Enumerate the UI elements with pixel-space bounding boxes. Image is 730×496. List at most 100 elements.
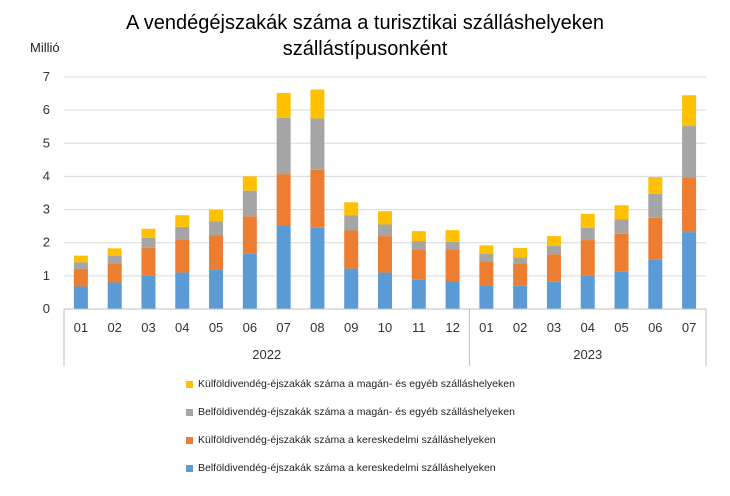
bar-segment-series-2 xyxy=(209,235,224,270)
bar-segment-series-3 xyxy=(276,117,291,175)
y-tick-label: 5 xyxy=(43,135,50,150)
bar-segment-series-1 xyxy=(513,285,528,309)
bar-segment-series-1 xyxy=(107,282,122,309)
x-tick-label: 12 xyxy=(445,320,459,335)
bar-segment-series-1 xyxy=(648,259,663,309)
bar-segment-series-3 xyxy=(445,241,460,251)
bar-segment-series-2 xyxy=(107,263,122,283)
bar-segment-series-4 xyxy=(580,213,595,228)
y-tick-label: 0 xyxy=(43,301,50,316)
y-tick-label: 3 xyxy=(43,202,50,217)
bar-segment-series-4 xyxy=(378,211,392,225)
legend-item: Külföldivendég-éjszakák száma a keresked… xyxy=(186,432,686,448)
x-tick-label: 05 xyxy=(614,320,628,335)
legend-label: Külföldivendég-éjszakák száma a magán- é… xyxy=(198,378,515,390)
bar-segment-series-4 xyxy=(546,236,561,247)
bar-segment-series-3 xyxy=(546,246,561,255)
legend-swatch xyxy=(186,408,193,416)
bar-segment-series-3 xyxy=(682,126,697,178)
legend-swatch xyxy=(186,380,193,388)
x-tick-label: 03 xyxy=(141,320,155,335)
bar-segment-series-1 xyxy=(310,227,325,309)
x-tick-label: 06 xyxy=(243,320,257,335)
bar-segment-series-3 xyxy=(310,118,325,170)
bar-segment-series-3 xyxy=(479,253,494,262)
bar-segment-series-2 xyxy=(411,249,426,280)
bar-segment-series-2 xyxy=(479,261,494,286)
bar-segment-series-2 xyxy=(445,250,460,282)
x-tick-label: 03 xyxy=(547,320,561,335)
x-group-label: 2022 xyxy=(252,347,281,362)
bar-segment-series-3 xyxy=(175,226,190,240)
x-tick-label: 07 xyxy=(682,320,696,335)
bar-segment-series-2 xyxy=(242,216,257,254)
y-tick-label: 6 xyxy=(43,102,50,117)
legend-item: Belföldivendég-éjszakák száma a magán- é… xyxy=(186,404,686,420)
y-axis-unit-label: Millió xyxy=(30,40,60,55)
bar-segment-series-3 xyxy=(242,190,257,217)
bar-segment-series-1 xyxy=(73,286,88,309)
bar-segment-series-3 xyxy=(513,257,528,264)
legend-swatch xyxy=(186,464,193,472)
bar-segment-series-3 xyxy=(378,224,392,237)
x-tick-label: 02 xyxy=(513,320,527,335)
bar-segment-series-1 xyxy=(344,268,359,309)
bar-segment-series-1 xyxy=(209,269,224,309)
x-tick-label: 01 xyxy=(479,320,493,335)
x-tick-label: 09 xyxy=(344,320,358,335)
x-tick-label: 10 xyxy=(378,320,392,335)
bar-segment-series-2 xyxy=(378,236,392,273)
bar-segment-series-2 xyxy=(614,233,629,272)
bar-segment-series-1 xyxy=(682,232,697,309)
y-tick-label: 1 xyxy=(43,268,50,283)
bar-segment-series-3 xyxy=(73,262,88,269)
bar-segment-series-4 xyxy=(445,230,460,242)
bar-segment-series-1 xyxy=(141,275,156,309)
x-tick-label: 04 xyxy=(581,320,595,335)
bar-segment-series-4 xyxy=(344,202,359,216)
bar-segment-series-3 xyxy=(648,193,663,218)
x-tick-label: 08 xyxy=(310,320,324,335)
bar-segment-series-1 xyxy=(614,271,629,309)
x-tick-label: 06 xyxy=(648,320,662,335)
bar-segment-series-2 xyxy=(175,239,190,273)
bar-segment-series-1 xyxy=(276,225,291,309)
bar-segment-series-3 xyxy=(580,227,595,241)
bar-segment-series-3 xyxy=(344,215,359,231)
bar-segment-series-1 xyxy=(175,272,190,309)
bar-segment-series-3 xyxy=(107,255,122,264)
y-tick-label: 2 xyxy=(43,235,50,250)
x-tick-label: 07 xyxy=(276,320,290,335)
chart-title-line-1: A vendégéjszakák száma a turisztikai szá… xyxy=(125,12,605,34)
bar-segment-series-4 xyxy=(107,248,122,256)
bar-segment-series-1 xyxy=(479,285,494,309)
bar-segment-series-1 xyxy=(242,253,257,309)
bar-segment-series-2 xyxy=(310,169,325,228)
bar-segment-series-1 xyxy=(445,281,460,309)
bar-segment-series-4 xyxy=(614,205,629,220)
legend-label: Külföldivendég-éjszakák száma a keresked… xyxy=(198,434,496,446)
x-tick-label: 04 xyxy=(175,320,189,335)
bar-segment-series-3 xyxy=(614,219,629,234)
bar-segment-series-4 xyxy=(209,209,224,222)
x-tick-label: 01 xyxy=(74,320,88,335)
bar-segment-series-4 xyxy=(411,231,426,242)
bar-segment-series-2 xyxy=(344,230,359,269)
legend-swatch xyxy=(186,436,193,444)
y-tick-label: 7 xyxy=(43,69,50,84)
bar-segment-series-1 xyxy=(378,272,392,309)
bar-segment-series-1 xyxy=(580,275,595,309)
bar-segment-series-4 xyxy=(141,228,156,238)
bar-segment-series-3 xyxy=(209,221,224,236)
legend-label: Belföldivendég-éjszakák száma a keresked… xyxy=(198,462,496,474)
bar-segment-series-1 xyxy=(546,281,561,309)
chart-title-line-2: szállástípusonként xyxy=(282,38,448,60)
bar-segment-series-4 xyxy=(310,89,325,119)
bar-segment-series-2 xyxy=(513,263,528,286)
bar-segment-series-3 xyxy=(411,241,426,250)
bar-segment-series-2 xyxy=(73,268,88,287)
bar-segment-series-4 xyxy=(513,248,528,258)
bar-segment-series-2 xyxy=(546,254,561,282)
